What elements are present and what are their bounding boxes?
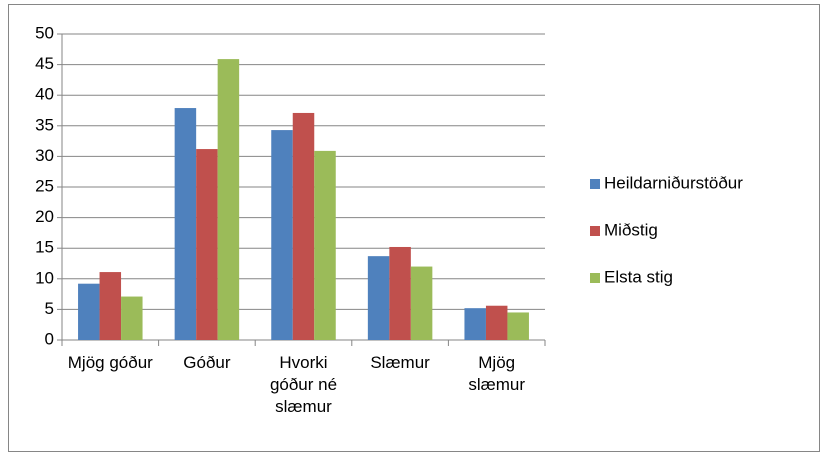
bar [410,266,433,340]
y-tick-label: 15 [35,238,54,257]
legend-label: Elsta stig [604,267,673,286]
x-tick-label: Hvorki góður né slæmur [269,353,338,416]
y-tick-label: 45 [35,54,54,73]
legend-swatch [590,179,600,189]
bar [485,305,508,340]
y-tick-label: 20 [35,207,54,226]
x-tick-label: Góður [183,353,231,372]
x-tick-label: Mjög slæmur [468,353,526,394]
legend-swatch [590,273,600,283]
y-tick-label: 0 [45,329,54,348]
y-tick-label: 35 [35,115,54,134]
bar [314,150,336,340]
chart-border [8,4,820,452]
y-tick-label: 50 [35,23,54,42]
bar [507,312,529,340]
bar [389,246,411,340]
bar [367,256,390,340]
bar [464,308,486,340]
y-tick-label: 10 [35,268,54,287]
bar [99,272,122,340]
bar [271,130,293,340]
y-tick-label: 5 [45,299,54,318]
bar [174,108,197,340]
legend-label: Miðstig [604,220,658,239]
legend-swatch [590,226,600,236]
bar [217,59,240,340]
y-tick-label: 30 [35,146,54,165]
bar [292,112,315,340]
x-tick-label: Mjög góður [67,353,153,372]
bar [196,149,218,340]
y-tick-label: 40 [35,85,54,104]
legend-label: Heildarniðurstöður [604,173,743,192]
y-tick-label: 25 [35,176,54,195]
x-tick-label: Slæmur [370,353,430,372]
bar [121,296,143,340]
bar [78,283,100,340]
